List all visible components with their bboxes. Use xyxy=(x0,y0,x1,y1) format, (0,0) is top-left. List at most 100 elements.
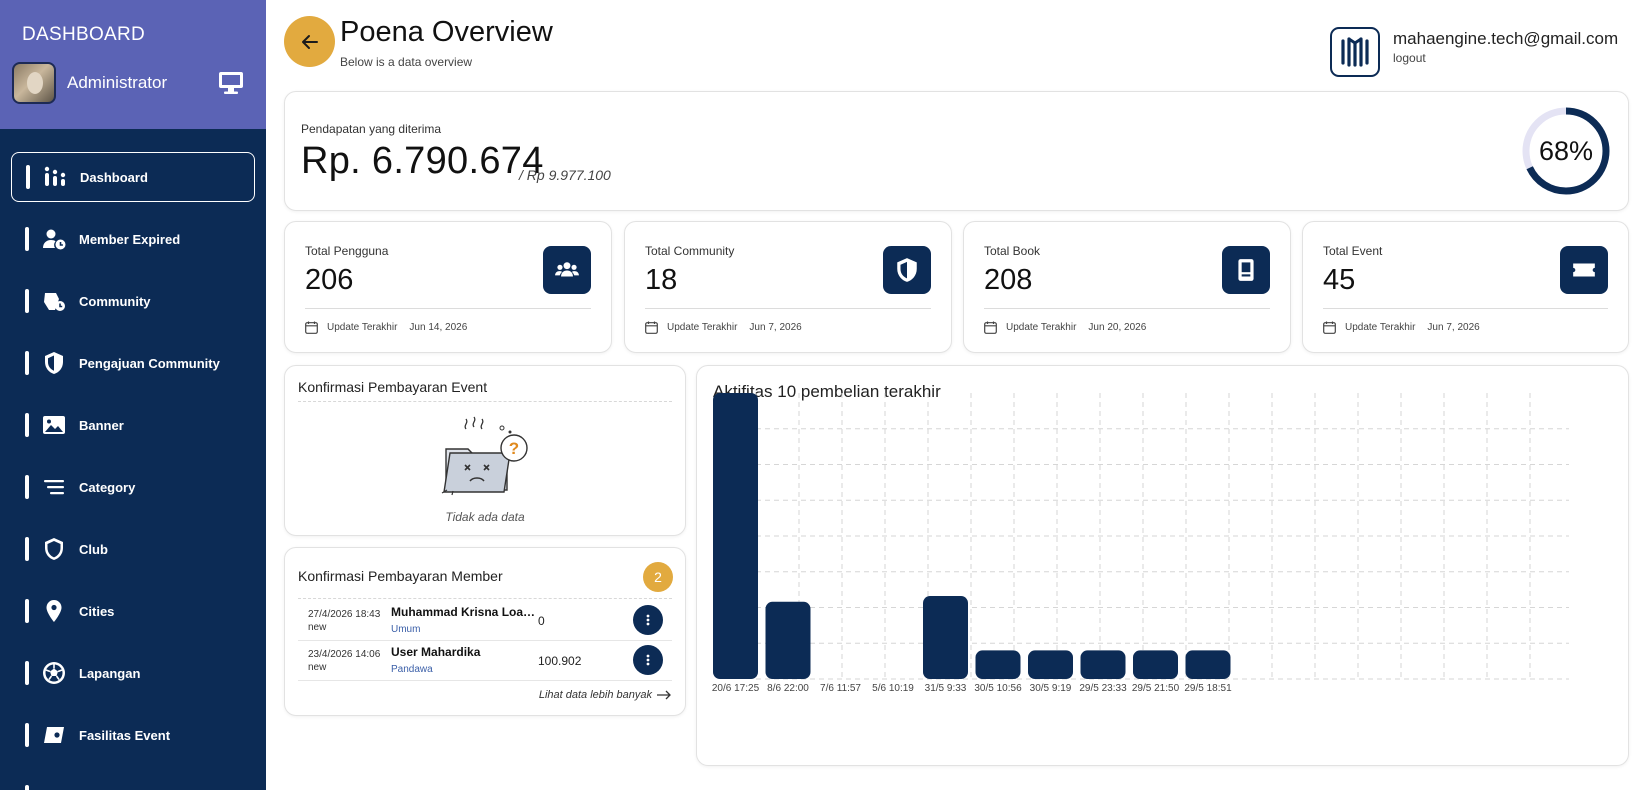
chart-bar[interactable] xyxy=(765,601,811,679)
sidebar-item-label: Dashboard xyxy=(80,169,148,185)
shield-icon xyxy=(883,246,931,294)
monitor-icon[interactable] xyxy=(218,71,244,95)
x-tick-label: 20/6 17:25 xyxy=(712,683,760,694)
see-more-label: Lihat data lebih banyak xyxy=(538,689,652,701)
sidebar-header: DASHBOARD Administrator xyxy=(0,0,266,129)
sidebar-item-label: Lapangan xyxy=(79,665,141,681)
update-date: Jun 7, 2026 xyxy=(749,322,802,333)
count-badge: 2 xyxy=(643,562,673,592)
sidebar-item-dashboard[interactable]: Dashboard xyxy=(11,152,255,202)
nav-indicator xyxy=(26,165,30,189)
sidebar-item-community[interactable]: Community xyxy=(11,276,255,326)
nav-indicator xyxy=(25,723,29,747)
logout-link[interactable]: logout xyxy=(1393,51,1426,65)
chart-bar[interactable] xyxy=(713,393,758,679)
map-pin-icon xyxy=(41,598,67,624)
sidebar-item-label: Banner xyxy=(79,417,124,433)
purchase-activity-chart: Aktifitas 10 pembelian terakhir 20/6 17:… xyxy=(696,365,1629,766)
empty-folder-icon: ? xyxy=(441,416,528,496)
panel-title: Konfirmasi Pembayaran Event xyxy=(298,379,488,395)
x-tick-label: 29/5 21:50 xyxy=(1132,683,1180,694)
brand-logo[interactable] xyxy=(1330,27,1380,77)
sidebar-item-label: Cities xyxy=(79,603,115,619)
list-icon xyxy=(41,474,67,500)
stat-value: 18 xyxy=(645,264,678,296)
page-subtitle: Below is a data overview xyxy=(340,55,473,69)
more-vertical-icon xyxy=(646,654,650,666)
row-name: User Mahardika xyxy=(391,645,481,659)
stat-label: Total Event xyxy=(1323,244,1383,258)
avatar[interactable] xyxy=(12,62,56,104)
divider xyxy=(645,308,931,309)
ticket-icon xyxy=(41,722,67,748)
chart-grid xyxy=(755,393,1569,680)
row-menu-button[interactable] xyxy=(633,605,663,635)
x-tick-label: 8/6 22:00 xyxy=(767,683,809,694)
sidebar-item-banner[interactable]: Banner xyxy=(11,400,255,450)
revenue-value: Rp. 6.790.674 xyxy=(301,140,544,182)
row-date: 23/4/2026 14:06 new xyxy=(308,649,381,673)
update-date: Jun 7, 2026 xyxy=(1427,322,1480,333)
chart-bars-icon xyxy=(42,164,68,190)
row-category: Umum xyxy=(391,624,421,635)
divider xyxy=(298,598,672,599)
divider xyxy=(298,640,672,641)
stat-card-community[interactable]: Total Community 18 Update Terakhir Jun 7… xyxy=(624,221,952,353)
stat-card-pengguna[interactable]: Total Pengguna 206 Update Terakhir Jun 1… xyxy=(284,221,612,353)
sidebar-item-member-expired[interactable]: Member Expired xyxy=(11,214,255,264)
divider xyxy=(298,401,672,402)
sidebar-item-label: Member Expired xyxy=(79,231,181,247)
sidebar-item-pengajuan-community[interactable]: Pengajuan Community xyxy=(11,338,255,388)
nav-indicator xyxy=(25,599,29,623)
chart-bar[interactable] xyxy=(1133,650,1178,679)
sidebar-item-label: Fasilitas Event xyxy=(79,727,171,743)
arrow-left-icon xyxy=(301,34,318,49)
calendar-icon xyxy=(1323,321,1336,334)
sidebar-item-lapangan[interactable]: Lapangan xyxy=(11,648,255,698)
x-tick-label: 5/6 10:19 xyxy=(872,683,914,694)
back-button[interactable] xyxy=(284,16,335,67)
x-tick-label: 31/5 9:33 xyxy=(925,683,967,694)
sidebar-item-fasilitas-event[interactable]: Fasilitas Event xyxy=(11,710,255,760)
row-menu-button[interactable] xyxy=(633,645,663,675)
row-amount: 0 xyxy=(538,614,545,628)
stat-footer: Update Terakhir Jun 14, 2026 xyxy=(305,321,467,334)
table-row[interactable]: 27/4/2026 18:43 new Muhammad Krisna Loan … xyxy=(298,600,672,640)
shield-icon xyxy=(41,536,67,562)
row-name: Muhammad Krisna Loan ... xyxy=(391,605,541,619)
stat-label: Total Community xyxy=(645,244,735,258)
revenue-card: Pendapatan yang diterima Rp. 6.790.674 /… xyxy=(284,91,1629,211)
nav-indicator xyxy=(25,785,29,790)
table-row[interactable]: 23/4/2026 14:06 new User Mahardika Pandaw… xyxy=(298,640,672,680)
divider xyxy=(298,680,672,681)
chart-bar[interactable] xyxy=(1185,650,1231,679)
sidebar-item-partial[interactable] xyxy=(11,772,255,790)
calendar-icon xyxy=(645,321,658,334)
sidebar-nav: Dashboard Member Expired Community Penga… xyxy=(0,129,266,790)
sidebar-item-club[interactable]: Club xyxy=(11,524,255,574)
empty-state-text: Tidak ada data xyxy=(445,510,525,524)
users-icon xyxy=(543,246,591,294)
update-label: Update Terakhir xyxy=(667,322,738,333)
chart-bar[interactable] xyxy=(975,650,1021,679)
see-more-link[interactable]: Lihat data lebih banyak xyxy=(539,689,672,701)
sidebar-item-label: Community xyxy=(79,293,151,309)
chart-bar[interactable] xyxy=(923,596,968,679)
stat-card-event[interactable]: Total Event 45 Update Terakhir Jun 7, 20… xyxy=(1302,221,1629,353)
stat-card-book[interactable]: Total Book 208 Update Terakhir Jun 20, 2… xyxy=(963,221,1291,353)
book-icon xyxy=(1222,246,1270,294)
more-vertical-icon xyxy=(646,614,650,626)
sidebar-item-label: Club xyxy=(79,541,108,557)
nav-indicator xyxy=(25,661,29,685)
sidebar-item-cities[interactable]: Cities xyxy=(11,586,255,636)
nav-indicator xyxy=(25,289,29,313)
chart-bar[interactable] xyxy=(1028,650,1073,679)
sidebar-item-label: Pengajuan Community xyxy=(79,355,220,371)
sidebar-item-category[interactable]: Category xyxy=(11,462,255,512)
divider xyxy=(984,308,1270,309)
chart-bar[interactable] xyxy=(1080,650,1126,679)
sidebar-brand: DASHBOARD xyxy=(22,24,146,45)
stat-footer: Update Terakhir Jun 7, 2026 xyxy=(645,321,802,334)
stat-value: 208 xyxy=(984,264,1033,296)
